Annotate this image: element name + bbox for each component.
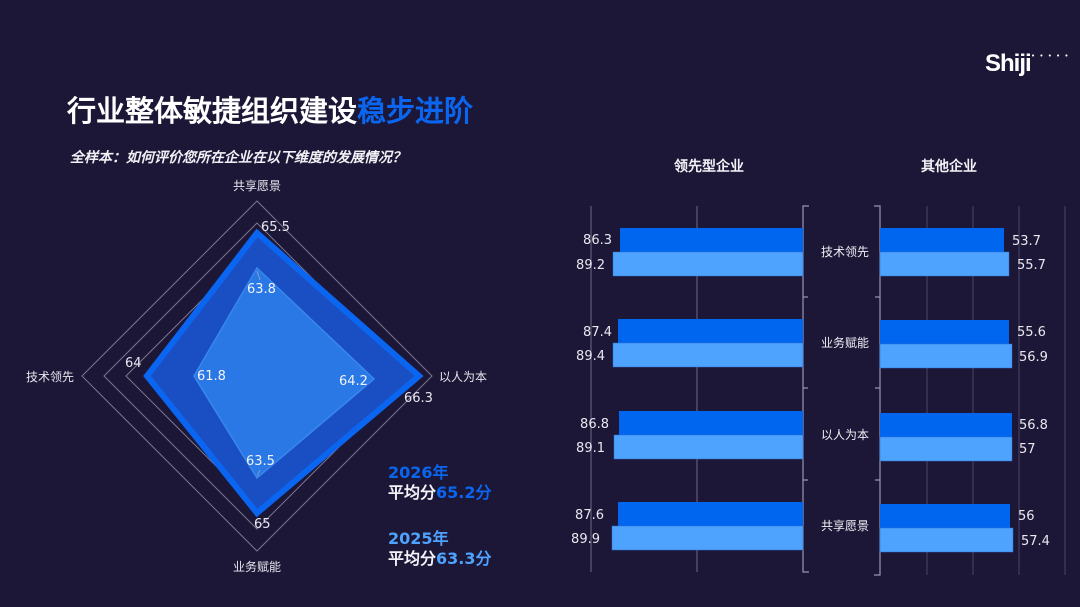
legend-2026-year: 2026年	[388, 463, 449, 482]
other-panel-title: 其他企业	[921, 159, 977, 175]
legend-2026-score: 65.2分	[436, 483, 492, 502]
chart-subtitle: 全样本：如何评价您所在企业在以下维度的发展情况？	[70, 150, 406, 166]
radar-axis-top: 共享愿景	[233, 178, 281, 193]
leading-panel-title: 领先型企业	[674, 159, 744, 175]
legend-2026-prefix: 平均分	[388, 483, 437, 502]
other-2026-value: 53.7	[1012, 234, 1041, 249]
other-2025-value: 57.4	[1021, 534, 1050, 549]
legend-2025-prefix: 平均分	[388, 549, 437, 568]
shiji-logo: Shiji	[985, 50, 1032, 77]
radar-chart: 共享愿景 以人为本 业务赋能 技术领先 65.5 66.3 65 64 63.8…	[26, 178, 487, 574]
category-label: 以人为本	[821, 428, 869, 442]
radar-axis-bottom: 业务赋能	[233, 559, 281, 574]
radar-2026-top: 65.5	[261, 220, 290, 235]
category-label: 业务赋能	[821, 335, 869, 350]
leading-2025-value: 89.1	[576, 441, 605, 456]
other-2026-value: 55.6	[1017, 325, 1046, 340]
category-label: 技术领先	[821, 245, 869, 259]
category-brackets	[802, 205, 881, 576]
title-highlight: 稳步进阶	[357, 94, 474, 128]
other-2026-value: 56.8	[1019, 418, 1048, 433]
legend-2025-score: 63.3分	[436, 549, 492, 568]
leading-2026-value: 86.3	[583, 233, 612, 248]
radar-series-2025	[193, 266, 376, 480]
bar-row-business: 87.4 89.4 业务赋能 55.6 56.9	[576, 319, 1048, 369]
bar-row-tech: 86.3 89.2 技术领先 53.7 55.7	[576, 228, 1046, 277]
title-main: 行业整体敏捷组织建设	[67, 94, 358, 128]
radar-axis-right: 以人为本	[439, 370, 487, 384]
legend-2026: 2026年 平均分65.2分	[388, 463, 492, 503]
leading-2026-value: 87.4	[583, 325, 612, 340]
radar-2025-right: 64.2	[339, 374, 368, 389]
other-2025-value: 55.7	[1017, 258, 1046, 273]
leading-2025-value: 89.4	[576, 349, 605, 364]
leading-2025-value: 89.2	[576, 258, 605, 273]
page-title: 行业整体敏捷组织建设稳步进阶	[67, 88, 473, 130]
radar-2025-top: 63.8	[247, 282, 276, 297]
legend-2025-year: 2025年	[388, 529, 449, 548]
radar-2025-bottom: 63.5	[246, 454, 275, 469]
bar-charts: 86.3 89.2 技术领先 53.7 55.7 87.4 89.4 业务赋能 …	[571, 205, 1066, 576]
bar-row-people: 86.8 89.1 以人为本 56.8 57	[576, 411, 1048, 462]
radar-2025-left: 61.8	[197, 369, 226, 384]
category-label: 共享愿景	[821, 518, 869, 533]
logo-dots: • • • • •	[1031, 52, 1070, 60]
radar-2026-right: 66.3	[404, 391, 433, 406]
other-2025-value: 57	[1019, 442, 1036, 457]
legend-2025: 2025年 平均分63.3分	[388, 529, 492, 569]
radar-2026-left: 64	[125, 356, 142, 371]
bar-row-vision: 87.6 89.9 共享愿景 56 57.4	[571, 502, 1050, 553]
other-2025-value: 56.9	[1019, 350, 1048, 365]
leading-2026-value: 87.6	[575, 508, 604, 523]
radar-axis-left: 技术领先	[26, 370, 74, 384]
radar-2026-bottom: 65	[254, 517, 271, 532]
leading-2026-value: 86.8	[580, 417, 609, 432]
other-2026-value: 56	[1018, 509, 1035, 524]
leading-2025-value: 89.9	[571, 532, 600, 547]
